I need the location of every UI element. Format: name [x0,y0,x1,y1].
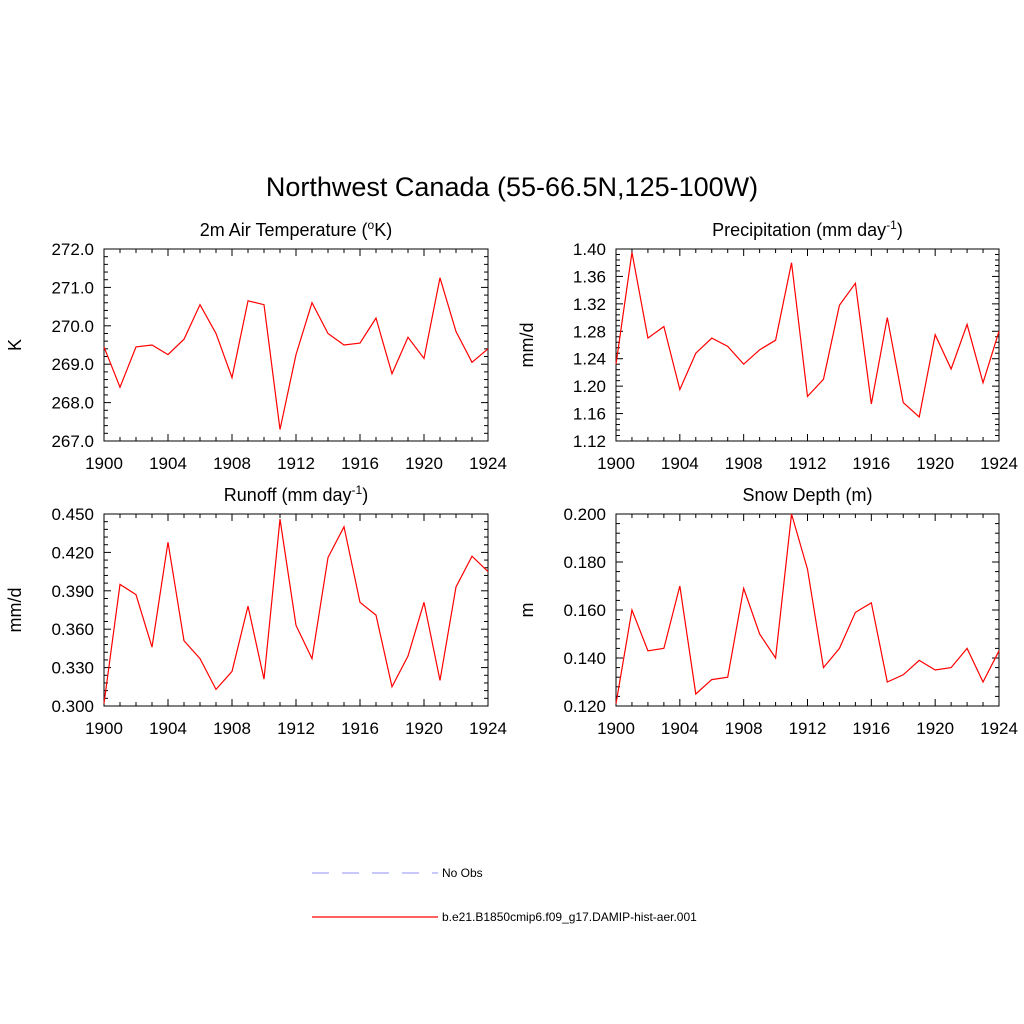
y-tick-label: 269.0 [51,355,94,374]
panel-title: Runoff (mm day-1) [224,483,368,505]
y-tick-label: 267.0 [51,432,94,451]
y-tick-label: 0.200 [563,505,606,524]
y-axis-label: mm/d [5,588,25,633]
y-tick-label: 1.28 [573,322,606,341]
x-tick-label: 1920 [916,719,954,738]
series-line-0 [103,277,489,430]
y-tick-label: 1.32 [573,295,606,314]
x-tick-label: 1916 [341,454,379,473]
panel-snow: 1900 1904 1908 1912 1916 1920 1924 0.120 0.140 0.… [517,485,1018,738]
x-tick-label: 1916 [852,454,890,473]
x-tick-label: 1916 [852,719,890,738]
y-tick-label: 0.330 [51,659,94,678]
legend-label: b.e21.B1850cmip6.f09_g17.DAMIP-hist-aer.… [442,910,697,924]
y-tick-label: 0.180 [563,553,606,572]
legend-label: No Obs [442,866,483,880]
x-tick-label: 1920 [916,454,954,473]
x-tick-label: 1912 [789,719,827,738]
x-tick-label: 1924 [469,719,507,738]
x-tick-label: 1912 [277,719,315,738]
legend-item-0: No Obs [312,866,483,880]
y-tick-label: 0.420 [51,543,94,562]
panel-tas: 1900 1904 1908 1912 1916 1920 1924 267.0 268.0 26… [5,218,507,473]
x-tick-label: 1904 [149,454,187,473]
legend-item-1: b.e21.B1850cmip6.f09_g17.DAMIP-hist-aer.… [312,910,697,924]
x-tick-label: 1904 [149,719,187,738]
x-tick-label: 1900 [597,454,635,473]
x-tick-label: 1908 [725,719,763,738]
series-line-0 [615,252,1000,419]
y-tick-label: 0.300 [51,697,94,716]
x-tick-label: 1924 [469,454,507,473]
panel-title: Precipitation (mm day-1) [712,218,903,240]
y-tick-label: 0.450 [51,505,94,524]
x-tick-label: 1920 [405,719,443,738]
y-axis-label: K [5,339,25,351]
x-tick-label: 1904 [661,454,699,473]
plot-frame [615,248,1000,442]
y-tick-label: 0.120 [563,697,606,716]
panel-runoff: 1900 1904 1908 1912 1916 1920 1924 0.300 0.330 0.… [5,483,507,738]
y-axis-label: m [517,603,537,618]
legend: No Obs b.e21.B1850cmip6.f09_g17.DAMIP-his… [312,866,697,924]
y-tick-label: 271.0 [51,278,94,297]
x-tick-label: 1908 [213,719,251,738]
panels: 1900 1904 1908 1912 1916 1920 1924 267.0 268.0 26… [5,218,1018,738]
y-tick-label: 1.24 [573,350,606,369]
x-tick-label: 1912 [277,454,315,473]
y-tick-label: 268.0 [51,394,94,413]
y-tick-label: 1.36 [573,267,606,286]
plot-frame [103,513,489,707]
panel-title: 2m Air Temperature (oK) [200,218,392,240]
y-tick-label: 272.0 [51,240,94,259]
x-tick-label: 1900 [85,719,123,738]
series-line-0 [615,513,1000,704]
y-axis-label: mm/d [517,323,537,368]
plot-frame [103,248,489,442]
y-tick-label: 1.40 [573,240,606,259]
x-tick-label: 1908 [725,454,763,473]
x-tick-label: 1916 [341,719,379,738]
y-tick-label: 0.390 [51,582,94,601]
y-tick-label: 1.12 [573,432,606,451]
series-line-0 [103,519,489,704]
x-tick-label: 1920 [405,454,443,473]
x-tick-label: 1924 [980,454,1018,473]
x-tick-label: 1908 [213,454,251,473]
x-tick-label: 1912 [789,454,827,473]
y-tick-label: 0.160 [563,601,606,620]
x-tick-label: 1900 [597,719,635,738]
y-tick-label: 1.16 [573,405,606,424]
y-tick-label: 0.360 [51,620,94,639]
x-tick-label: 1924 [980,719,1018,738]
figure-title: Northwest Canada (55-66.5N,125-100W) [266,172,758,202]
x-tick-label: 1904 [661,719,699,738]
y-tick-label: 0.140 [563,649,606,668]
y-tick-label: 1.20 [573,377,606,396]
panel-precip: 1900 1904 1908 1912 1916 1920 1924 1.12 1.16 1.20… [517,218,1018,473]
panel-title: Snow Depth (m) [742,485,872,505]
y-tick-label: 270.0 [51,317,94,336]
x-tick-label: 1900 [85,454,123,473]
